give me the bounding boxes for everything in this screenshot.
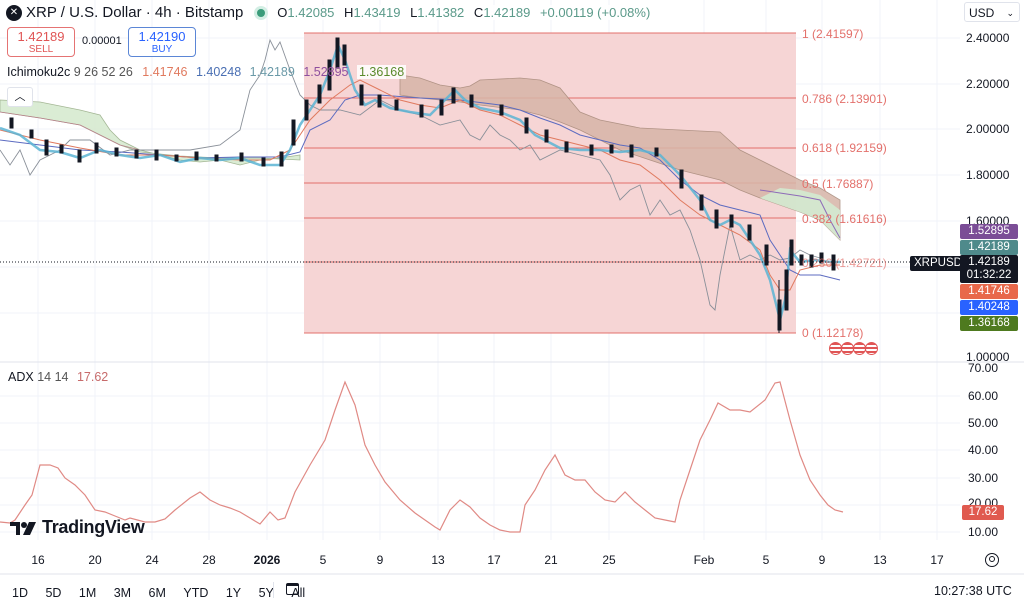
- chevron-up-icon[interactable]: ︿: [7, 87, 33, 107]
- tradingview-logo-icon: [10, 521, 36, 535]
- symbol-header: ✕ XRP / U.S. Dollar · 4h · Bitstamp O1.4…: [6, 4, 655, 21]
- price-tag-lagging: 1.42189: [960, 240, 1018, 255]
- price-tag-senkou-a: 1.36168: [960, 316, 1018, 331]
- adx-line: [0, 380, 844, 533]
- adx-legend[interactable]: ADX 14 14 17.62: [8, 370, 109, 384]
- range-1d-button[interactable]: 1D: [12, 586, 28, 600]
- price-tag-kijun: 1.40248: [960, 300, 1018, 315]
- time-axis-label: 17: [487, 553, 501, 567]
- chevron-down-icon: ⌄: [1006, 8, 1014, 18]
- time-axis-label: 21: [544, 553, 558, 567]
- fib-level-label: 0 (1.12178): [802, 326, 864, 340]
- range-5d-button[interactable]: 5D: [45, 586, 62, 600]
- economic-events[interactable]: [829, 342, 878, 355]
- xrp-logo-icon[interactable]: ✕: [6, 4, 22, 21]
- time-axis-label: 28: [202, 553, 216, 567]
- fib-level-label: 0.786 (2.13901): [802, 92, 887, 106]
- adx-value-tag: 17.62: [962, 505, 1004, 520]
- fib-retracement[interactable]: [304, 32, 796, 334]
- price-tag-senkou-b: 1.52895: [960, 224, 1018, 239]
- last-price-tag: 1.42189 01:32:22: [960, 255, 1018, 283]
- fib-level-label: 0.5 (1.76887): [802, 177, 874, 191]
- fib-level-label: 0.236 (1.42721): [802, 256, 887, 270]
- ichimoku-legend[interactable]: Ichimoku2c 9 26 52 26 1.41746 1.40248 1.…: [7, 65, 407, 79]
- time-axis-label: 5: [319, 553, 327, 567]
- range-3m-button[interactable]: 3M: [113, 586, 132, 600]
- price-path: [0, 41, 840, 321]
- time-axis-label: 17: [930, 553, 944, 567]
- ohlc-values: O1.42085 H1.43419 L1.41382 C1.42189 +0.0…: [273, 5, 655, 20]
- adx-axis-label: 50.00: [968, 416, 999, 430]
- range-1y-button[interactable]: 1Y: [225, 586, 242, 600]
- time-axis-label: 24: [145, 553, 159, 567]
- sell-button[interactable]: 1.42189 SELL: [7, 27, 75, 57]
- us-flag-event-icon[interactable]: [865, 342, 878, 355]
- price-axis-label: 1.00000: [966, 350, 1010, 364]
- currency-select[interactable]: USD ⌄: [964, 2, 1020, 22]
- bar-countdown: 01:32:22: [966, 269, 1012, 281]
- tradingview-watermark[interactable]: TradingView: [10, 517, 145, 538]
- time-axis-label: Feb: [693, 553, 715, 567]
- adx-axis-label: 30.00: [968, 471, 999, 485]
- lagging-span: [0, 38, 821, 311]
- buy-button[interactable]: 1.42190 BUY: [128, 27, 196, 57]
- adx-axis-label: 60.00: [968, 389, 999, 403]
- time-axis-label: 9: [376, 553, 384, 567]
- time-axis-label: 16: [31, 553, 45, 567]
- time-axis-label: 13: [431, 553, 445, 567]
- price-axis-label: 1.80000: [966, 168, 1010, 182]
- fib-level-label: 0.618 (1.92159): [802, 141, 887, 155]
- time-axis-label: 9: [818, 553, 826, 567]
- symbol-tag: XRPUSD: [910, 256, 966, 271]
- price-axis-label: 2.20000: [966, 77, 1010, 91]
- symbol-title[interactable]: XRP / U.S. Dollar · 4h · Bitstamp: [26, 4, 244, 21]
- fib-level-label: 1 (2.41597): [802, 27, 864, 41]
- senkou-b-line: [759, 189, 841, 239]
- adx-axis-label: 70.00: [968, 361, 999, 375]
- candles: [9, 37, 836, 333]
- adx-axis-label: 40.00: [968, 443, 999, 457]
- time-axis-label: 25: [602, 553, 616, 567]
- range-1m-button[interactable]: 1M: [78, 586, 97, 600]
- price-axis-label: 2.00000: [966, 122, 1010, 136]
- range-ytd-button[interactable]: YTD: [183, 586, 209, 600]
- kijun-line: [0, 94, 841, 281]
- time-axis-label: 5: [762, 553, 770, 567]
- range-6m-button[interactable]: 6M: [148, 586, 166, 600]
- divider: [273, 582, 274, 598]
- time-axis-label: 20: [88, 553, 102, 567]
- adx-axis-label: 10.00: [968, 525, 999, 539]
- spread-value: 0.00001: [82, 35, 122, 47]
- market-open-dot-icon: [257, 8, 266, 17]
- gear-icon[interactable]: [985, 553, 999, 567]
- price-axis-label: 2.40000: [966, 31, 1010, 45]
- price-tag-tenkan: 1.41746: [960, 284, 1018, 299]
- clock[interactable]: 10:27:38 UTC: [934, 584, 1012, 598]
- fib-level-label: 0.382 (1.61616): [802, 212, 887, 226]
- calendar-goto-icon[interactable]: [286, 583, 299, 595]
- time-axis-label: 13: [873, 553, 887, 567]
- time-axis-label: 2026: [253, 553, 281, 567]
- range-5y-button[interactable]: 5Y: [258, 586, 274, 600]
